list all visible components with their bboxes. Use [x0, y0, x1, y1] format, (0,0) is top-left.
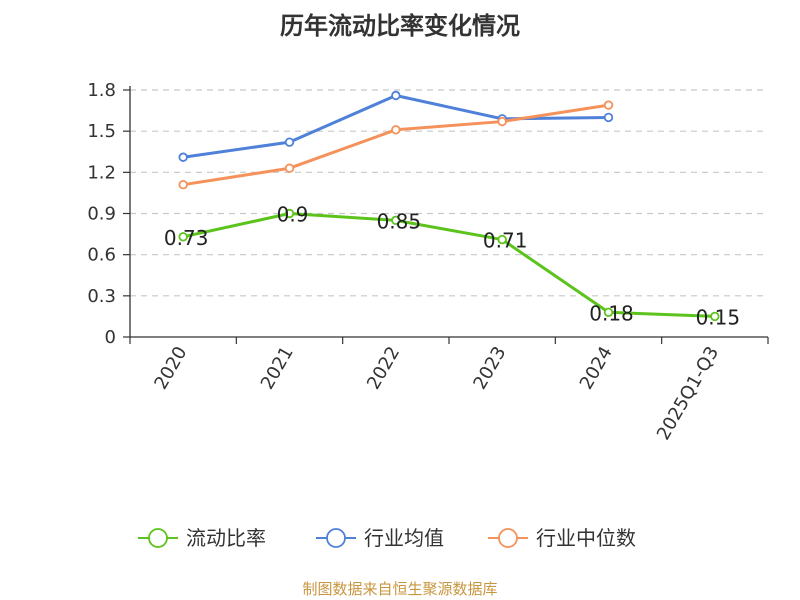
x-tick-label: 2023 — [469, 343, 510, 393]
x-tick-label: 2024 — [576, 343, 617, 393]
source-note: 制图数据来自恒生聚源数据库 — [302, 580, 498, 598]
data-label: 0.73 — [164, 226, 209, 250]
data-point — [391, 90, 401, 101]
x-tick-label: 2022 — [363, 343, 404, 393]
data-point — [178, 152, 188, 162]
y-tick-label: 0.9 — [87, 204, 116, 225]
data-point — [391, 125, 401, 135]
legend-marker — [148, 528, 168, 548]
data-point — [178, 179, 188, 190]
data-point — [391, 215, 401, 226]
y-tick-label: 0 — [105, 327, 116, 348]
y-tick-label: 1.8 — [87, 80, 116, 101]
data-point — [710, 311, 720, 322]
data-point — [284, 208, 295, 219]
data-point — [284, 137, 295, 147]
data-point — [497, 234, 507, 245]
legend-marker — [326, 528, 346, 548]
y-tick-label: 1.2 — [87, 162, 116, 183]
data-point — [284, 163, 295, 173]
data-label: 0.15 — [696, 305, 741, 329]
chart-title: 历年流动比率变化情况 — [280, 12, 520, 40]
legend-label: 行业中位数 — [536, 526, 636, 550]
y-tick-label: 0.6 — [87, 245, 116, 266]
x-tick-label: 2025Q1-Q3 — [653, 343, 723, 444]
y-tick-label: 1.5 — [87, 121, 116, 142]
data-point — [603, 112, 614, 123]
data-label: 0.9 — [277, 203, 309, 227]
legend-label: 行业均值 — [364, 526, 444, 550]
y-tick-label: 0.3 — [87, 286, 116, 307]
legend-marker — [498, 528, 518, 548]
data-label: 0.71 — [483, 229, 528, 253]
data-point — [497, 116, 507, 127]
series-line — [182, 212, 715, 318]
data-label: 0.85 — [377, 209, 422, 233]
x-tick-label: 2021 — [257, 343, 298, 393]
data-point — [603, 100, 614, 110]
legend-label: 流动比率 — [186, 526, 266, 550]
x-tick-label: 2020 — [150, 343, 191, 393]
data-point — [603, 307, 614, 317]
data-point — [178, 232, 188, 242]
data-label: 0.18 — [589, 301, 634, 325]
